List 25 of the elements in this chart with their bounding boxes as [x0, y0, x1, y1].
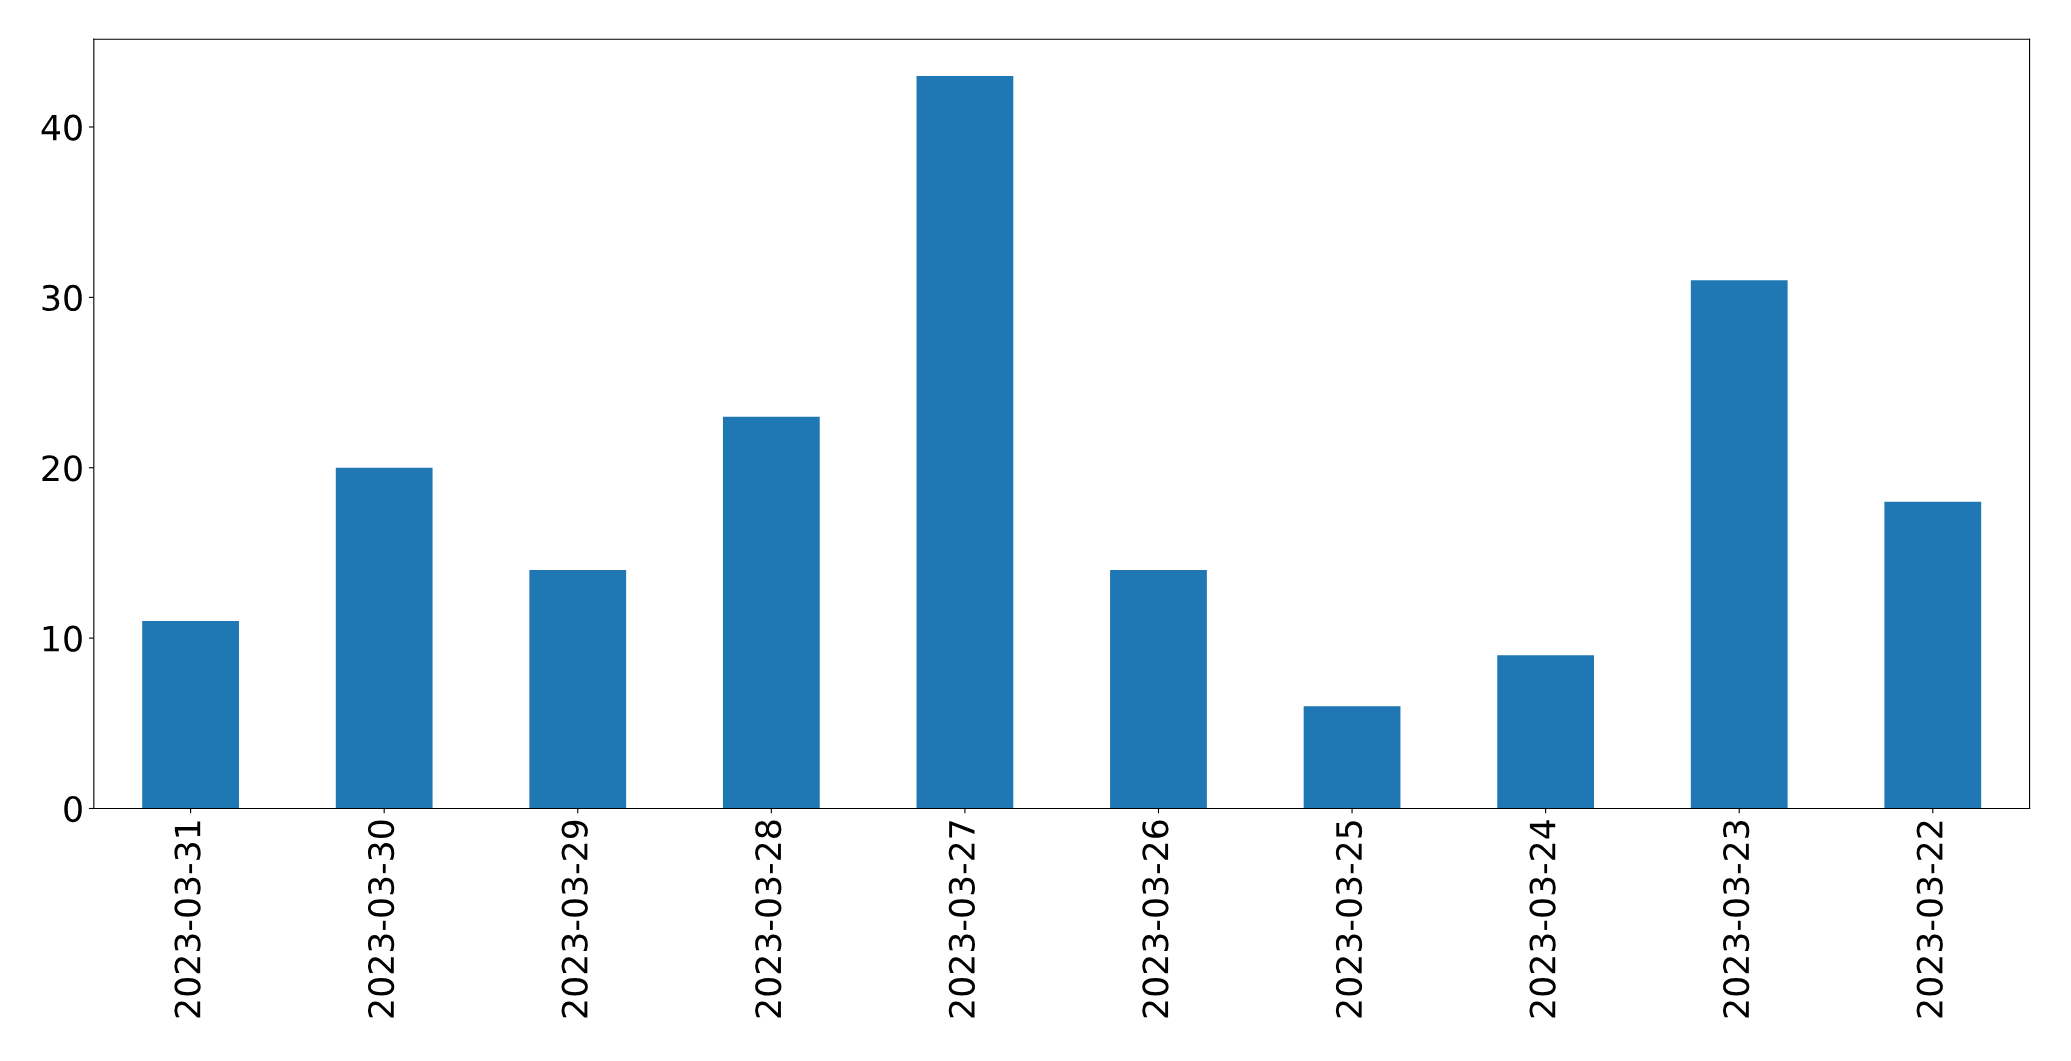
y-tick-label: 0	[64, 795, 82, 823]
y-tick-label: 20	[42, 455, 82, 482]
x-tick-label: 2023-03-27	[948, 821, 975, 1018]
bar	[1303, 706, 1401, 809]
bar	[722, 416, 820, 809]
y-tick-label: 10	[43, 625, 82, 652]
x-tick-label: 2023-03-23	[1723, 820, 1750, 1018]
bar	[335, 467, 433, 809]
y-tick-label: 30	[42, 284, 82, 312]
x-tick-label: 2023-03-29	[561, 820, 588, 1018]
bar	[1690, 280, 1788, 809]
bar	[1884, 501, 1982, 809]
x-tick-label: 2023-03-31	[174, 821, 201, 1018]
bar	[1110, 569, 1207, 809]
x-tick-label: 2023-03-24	[1529, 820, 1556, 1018]
bar	[1497, 655, 1595, 809]
bar	[142, 621, 239, 809]
bar	[916, 75, 1014, 809]
x-tick-label: 2023-03-28	[755, 820, 782, 1018]
x-tick-label: 2023-03-30	[367, 820, 395, 1018]
x-tick-label: 2023-03-26	[1142, 820, 1169, 1018]
x-tick-label: 2023-03-25	[1335, 821, 1363, 1018]
y-tick-label: 40	[41, 114, 82, 141]
bar	[529, 569, 627, 809]
x-tick-label: 2023-03-22	[1916, 821, 1943, 1018]
